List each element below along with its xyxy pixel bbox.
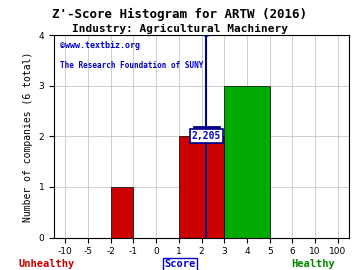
Bar [179, 136, 224, 238]
Text: Z'-Score Histogram for ARTW (2016): Z'-Score Histogram for ARTW (2016) [53, 8, 307, 21]
Text: Unhealthy: Unhealthy [19, 259, 75, 269]
Bar [224, 86, 270, 238]
Text: The Research Foundation of SUNY: The Research Foundation of SUNY [60, 61, 203, 70]
Text: ©www.textbiz.org: ©www.textbiz.org [60, 41, 140, 50]
Text: Healthy: Healthy [291, 259, 335, 269]
Text: Industry: Agricultural Machinery: Industry: Agricultural Machinery [72, 24, 288, 34]
Bar [111, 187, 134, 238]
Y-axis label: Number of companies (6 total): Number of companies (6 total) [23, 51, 33, 222]
Text: 2,205: 2,205 [192, 131, 221, 141]
Text: Score: Score [165, 259, 195, 269]
